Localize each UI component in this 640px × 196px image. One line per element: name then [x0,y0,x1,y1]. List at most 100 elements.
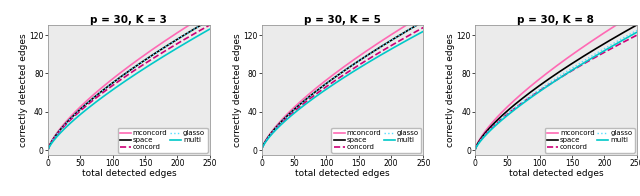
mconcord [150,47,158,50]
glasso [305,96,312,99]
glasso [511,106,519,109]
space [392,37,399,39]
space [575,58,583,60]
concord [575,65,583,68]
glasso [419,20,427,23]
glasso [518,101,525,103]
space [362,55,369,58]
Legend: mconcord, space, concord, glasso, multi: mconcord, space, concord, glasso, multi [545,128,635,153]
space [84,101,92,104]
space [298,102,305,104]
Legend: mconcord, space, concord, glasso, multi: mconcord, space, concord, glasso, multi [118,128,207,153]
concord [419,26,427,29]
glasso [364,54,371,56]
multi [91,102,99,104]
multi [518,103,525,105]
multi [392,45,399,48]
glasso [605,45,612,47]
multi [419,30,427,33]
Line: multi: multi [48,29,210,150]
concord [258,149,266,151]
concord [148,58,156,60]
space [150,53,158,55]
space [148,54,156,56]
multi [364,62,371,64]
glasso [362,55,369,58]
concord [178,40,186,42]
multi [258,149,266,151]
space [178,35,186,38]
multi [471,149,479,151]
glasso [298,102,305,104]
multi [530,94,538,97]
concord [206,24,214,26]
multi [84,107,92,110]
Line: concord: concord [475,35,637,150]
mconcord [305,93,312,96]
multi [575,65,583,67]
glasso [633,29,640,32]
Line: mconcord: mconcord [475,12,637,150]
Line: concord: concord [262,27,423,150]
glasso [91,96,99,98]
mconcord [103,83,111,85]
X-axis label: total detected edges: total detected edges [81,169,176,178]
multi [362,63,369,65]
concord [633,34,640,36]
Y-axis label: correctly detected edges: correctly detected edges [19,33,28,147]
mconcord [518,93,525,95]
concord [518,102,525,104]
concord [511,107,519,109]
glasso [575,63,583,65]
concord [362,60,369,62]
Line: glasso: glasso [262,21,423,150]
space [511,103,519,106]
space [605,40,612,42]
concord [84,103,92,106]
space [258,149,266,151]
space [518,98,525,100]
concord [577,64,585,66]
concord [91,98,99,100]
multi [577,64,585,66]
space [91,96,99,98]
mconcord [364,49,371,51]
Y-axis label: correctly detected edges: correctly detected edges [232,33,241,147]
X-axis label: total detected edges: total detected edges [509,169,604,178]
concord [305,99,312,101]
concord [364,58,371,61]
multi [178,44,186,46]
space [577,57,585,59]
multi [305,101,312,103]
mconcord [530,83,538,85]
multi [316,92,324,95]
Line: mconcord: mconcord [262,15,423,150]
Line: multi: multi [262,31,423,150]
glasso [258,149,266,151]
Title: p = 30, K = 5: p = 30, K = 5 [304,15,381,25]
multi [206,28,214,30]
glasso [577,61,585,64]
glasso [150,53,158,55]
mconcord [316,84,324,86]
glasso [206,19,214,21]
concord [605,49,612,51]
Line: glasso: glasso [475,30,637,150]
glasso [471,149,479,151]
mconcord [362,50,369,53]
X-axis label: total detected edges: total detected edges [295,169,390,178]
Line: concord: concord [48,25,210,150]
mconcord [511,99,519,101]
Legend: mconcord, space, concord, glasso, multi: mconcord, space, concord, glasso, multi [331,128,421,153]
concord [298,104,305,106]
glasso [316,87,324,89]
Line: space: space [475,25,637,150]
space [103,86,111,89]
mconcord [605,29,612,31]
concord [471,149,479,151]
mconcord [178,29,186,31]
concord [530,93,538,96]
glasso [392,37,399,39]
multi [44,149,52,151]
glasso [178,35,186,38]
